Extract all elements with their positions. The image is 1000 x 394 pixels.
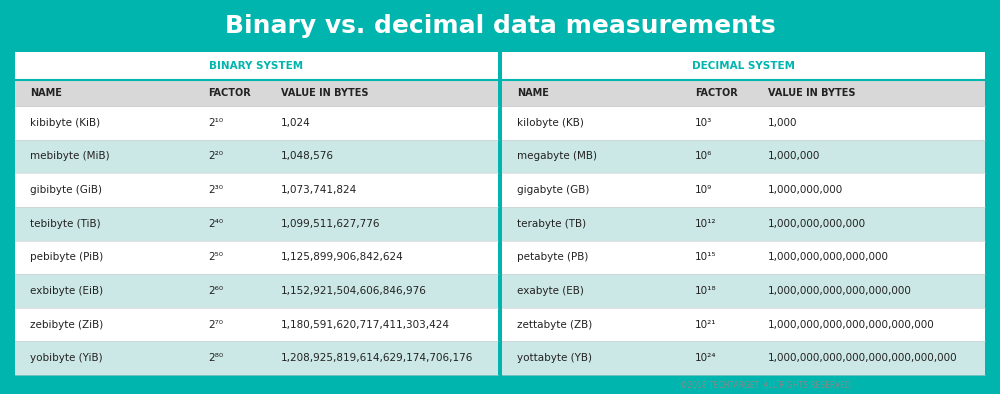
Bar: [15, 240, 498, 274]
Text: 10⁹: 10⁹: [695, 185, 712, 195]
Bar: [502, 173, 985, 207]
Bar: [502, 274, 985, 308]
Text: 2²⁰: 2²⁰: [208, 151, 223, 162]
Bar: [15, 274, 498, 308]
Text: 2⁵⁰: 2⁵⁰: [208, 252, 223, 262]
Text: 1,024: 1,024: [281, 118, 310, 128]
Bar: [0, 52, 1000, 394]
Text: 1,073,741,824: 1,073,741,824: [281, 185, 357, 195]
Bar: [502, 308, 985, 341]
Text: 10¹²: 10¹²: [695, 219, 717, 229]
Bar: [502, 52, 985, 80]
Text: kibibyte (KiB): kibibyte (KiB): [30, 118, 100, 128]
Text: TechTarget: TechTarget: [895, 380, 959, 390]
Bar: [15, 173, 498, 207]
Text: 10²¹: 10²¹: [695, 320, 717, 329]
Bar: [15, 139, 498, 173]
Text: 1,180,591,620,717,411,303,424: 1,180,591,620,717,411,303,424: [281, 320, 450, 329]
Text: Binary vs. decimal data measurements: Binary vs. decimal data measurements: [225, 14, 775, 38]
Text: yobibyte (YiB): yobibyte (YiB): [30, 353, 103, 363]
Text: 2⁷⁰: 2⁷⁰: [208, 320, 223, 329]
Text: NAME: NAME: [30, 88, 62, 98]
Text: FACTOR: FACTOR: [695, 88, 738, 98]
Text: 1,000,000,000,000,000,000,000: 1,000,000,000,000,000,000,000: [768, 320, 934, 329]
Text: 1,125,899,906,842,624: 1,125,899,906,842,624: [281, 252, 403, 262]
Text: 10²⁴: 10²⁴: [695, 353, 717, 363]
Bar: [502, 207, 985, 240]
Text: kilobyte (KB): kilobyte (KB): [517, 118, 584, 128]
Text: 1,000,000,000,000,000,000,000,000: 1,000,000,000,000,000,000,000,000: [768, 353, 957, 363]
Bar: [0, 0, 1000, 52]
Text: exbibyte (EiB): exbibyte (EiB): [30, 286, 103, 296]
Bar: [502, 52, 985, 375]
Bar: [502, 240, 985, 274]
Text: gibibyte (GiB): gibibyte (GiB): [30, 185, 102, 195]
Text: 2⁸⁰: 2⁸⁰: [208, 353, 223, 363]
Text: 1,208,925,819,614,629,174,706,176: 1,208,925,819,614,629,174,706,176: [281, 353, 473, 363]
Text: zettabyte (ZB): zettabyte (ZB): [517, 320, 592, 329]
Bar: [15, 207, 498, 240]
Text: VALUE IN BYTES: VALUE IN BYTES: [768, 88, 855, 98]
Text: FACTOR: FACTOR: [208, 88, 251, 98]
Bar: [502, 80, 985, 106]
Text: NAME: NAME: [517, 88, 549, 98]
Text: 1,000: 1,000: [768, 118, 797, 128]
Text: 2¹⁰: 2¹⁰: [208, 118, 223, 128]
Text: yottabyte (YB): yottabyte (YB): [517, 353, 592, 363]
Text: ©2018 TECHTARGET. ALL RIGHTS RESERVED.: ©2018 TECHTARGET. ALL RIGHTS RESERVED.: [680, 381, 853, 390]
Text: gigabyte (GB): gigabyte (GB): [517, 185, 589, 195]
Text: tebibyte (TiB): tebibyte (TiB): [30, 219, 101, 229]
Text: 1,152,921,504,606,846,976: 1,152,921,504,606,846,976: [281, 286, 427, 296]
Text: 2⁴⁰: 2⁴⁰: [208, 219, 223, 229]
Bar: [15, 308, 498, 341]
Bar: [15, 341, 498, 375]
Bar: [15, 80, 498, 106]
Bar: [502, 106, 985, 139]
Bar: [15, 52, 498, 80]
Text: 10³: 10³: [695, 118, 712, 128]
Text: zebibyte (ZiB): zebibyte (ZiB): [30, 320, 103, 329]
Text: BINARY SYSTEM: BINARY SYSTEM: [209, 61, 304, 71]
Text: 1,000,000,000,000: 1,000,000,000,000: [768, 219, 866, 229]
Text: pebibyte (PiB): pebibyte (PiB): [30, 252, 103, 262]
Text: 2⁶⁰: 2⁶⁰: [208, 286, 223, 296]
Bar: [15, 106, 498, 139]
Text: petabyte (PB): petabyte (PB): [517, 252, 588, 262]
Text: 10¹⁵: 10¹⁵: [695, 252, 717, 262]
Text: terabyte (TB): terabyte (TB): [517, 219, 586, 229]
Bar: [502, 341, 985, 375]
Text: mebibyte (MiB): mebibyte (MiB): [30, 151, 110, 162]
Text: 2³⁰: 2³⁰: [208, 185, 223, 195]
Bar: [15, 52, 498, 375]
Text: 10¹⁸: 10¹⁸: [695, 286, 717, 296]
Text: megabyte (MB): megabyte (MB): [517, 151, 597, 162]
Text: 1,000,000,000,000,000: 1,000,000,000,000,000: [768, 252, 889, 262]
Text: 1,099,511,627,776: 1,099,511,627,776: [281, 219, 380, 229]
Text: 10⁶: 10⁶: [695, 151, 713, 162]
Bar: [502, 139, 985, 173]
Text: exabyte (EB): exabyte (EB): [517, 286, 584, 296]
Text: 1,000,000: 1,000,000: [768, 151, 820, 162]
Text: DECIMAL SYSTEM: DECIMAL SYSTEM: [692, 61, 795, 71]
Text: 1,048,576: 1,048,576: [281, 151, 334, 162]
Text: VALUE IN BYTES: VALUE IN BYTES: [281, 88, 368, 98]
Text: 1,000,000,000: 1,000,000,000: [768, 185, 843, 195]
Text: 1,000,000,000,000,000,000: 1,000,000,000,000,000,000: [768, 286, 912, 296]
